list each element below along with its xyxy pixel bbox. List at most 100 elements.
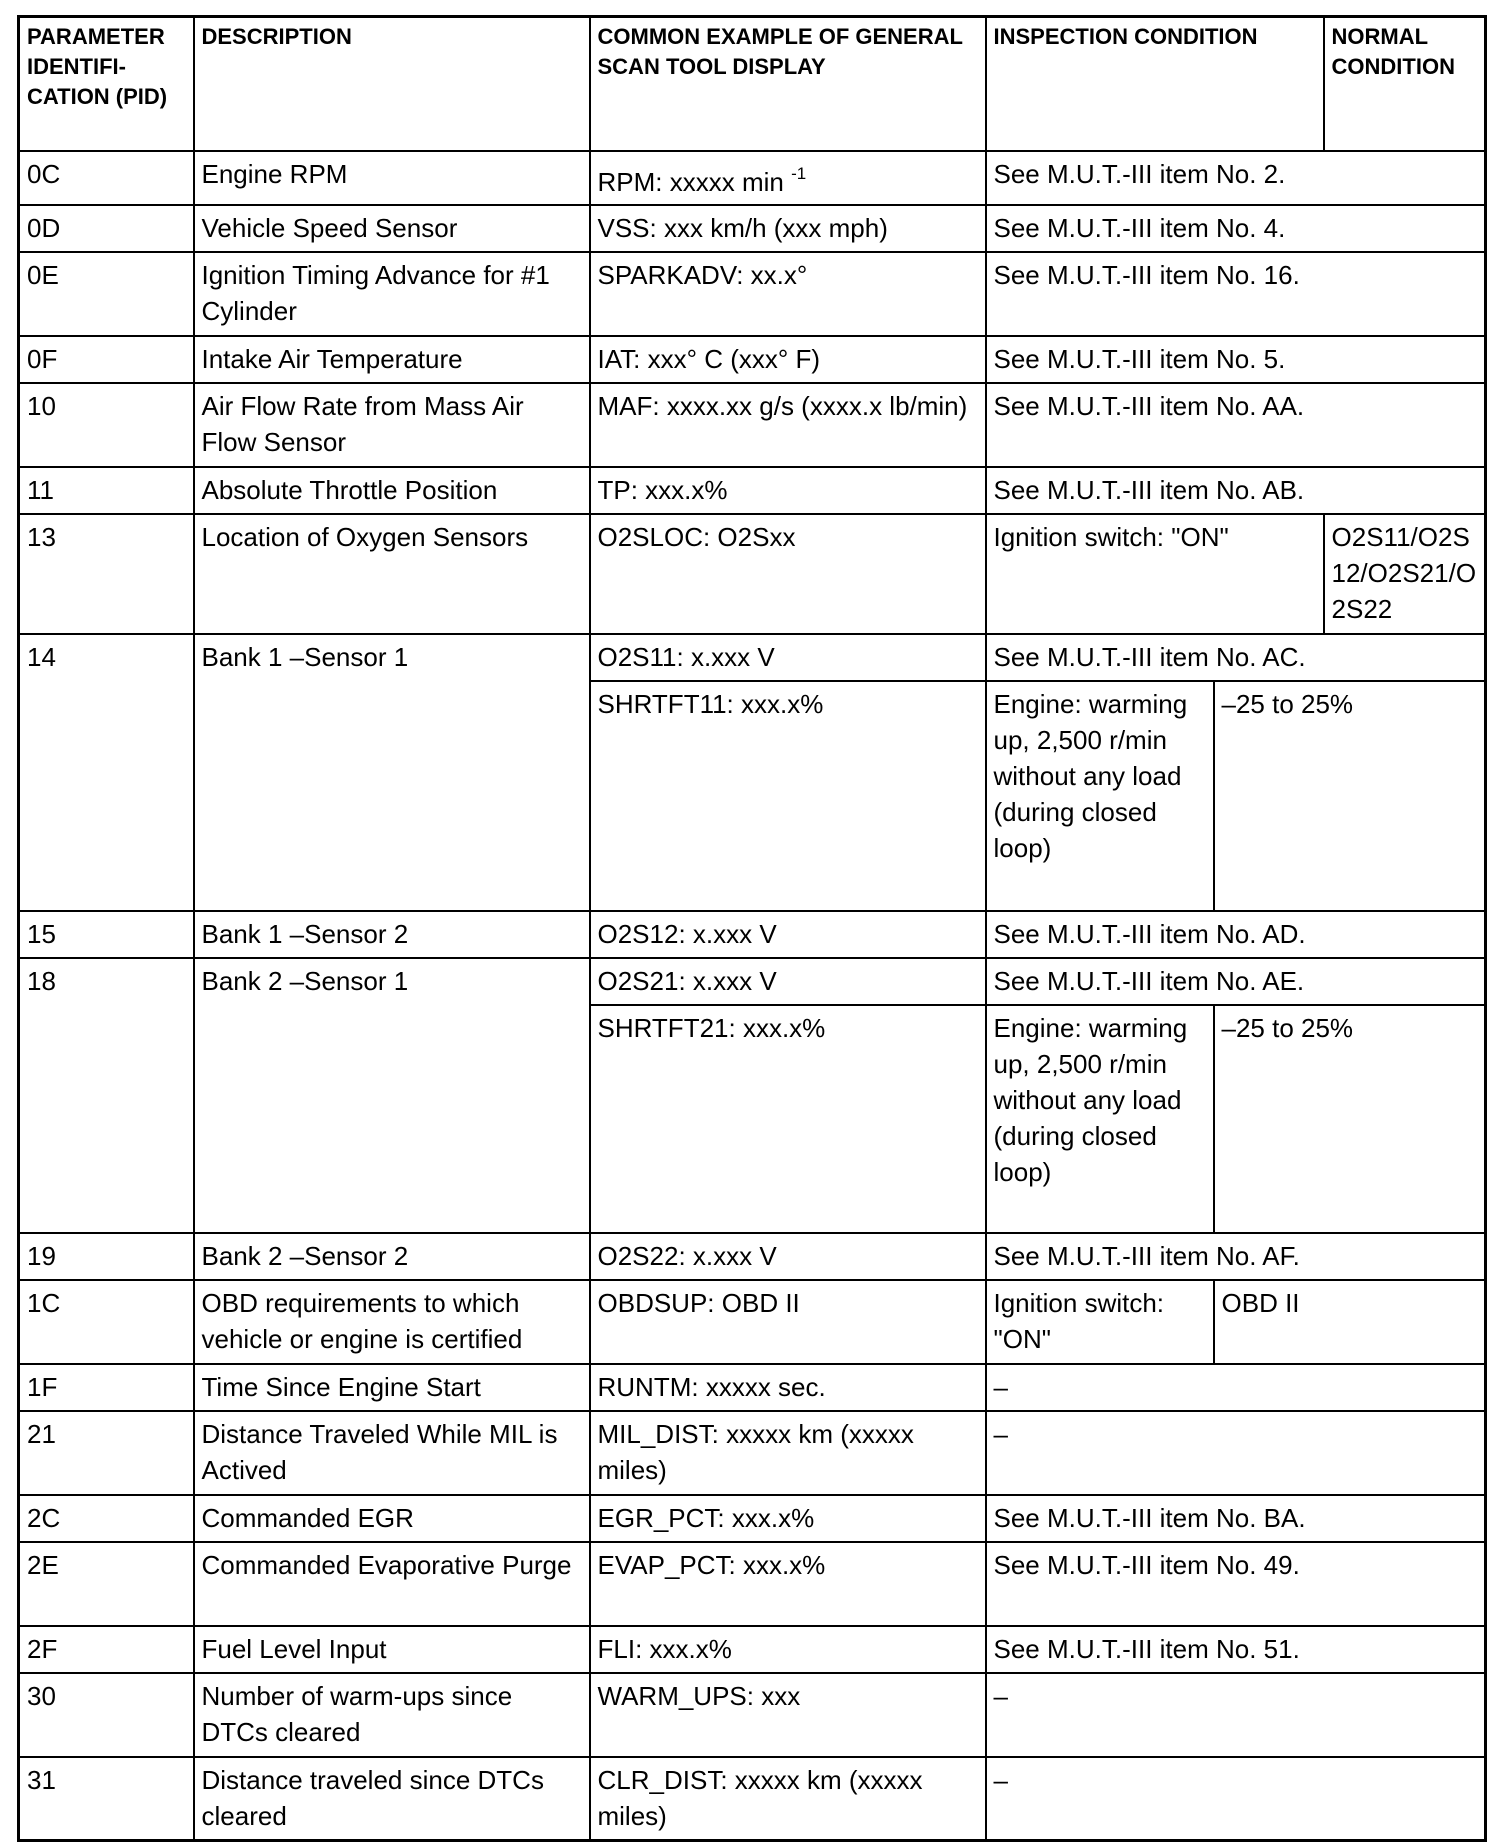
pid-cell: 18 <box>17 956 195 1234</box>
header-normal: NORMAL CONDITION <box>1322 15 1487 152</box>
inspection-cell: See M.U.T.-III item No. 5. <box>984 334 1487 384</box>
display-cell: RPM: xxxxx min -1 <box>588 149 987 206</box>
display-text: MAF: xxxx.xx g/s (xxxx.x lb/min) <box>597 390 968 421</box>
display-text: O2S22: x.xxx V <box>597 1240 777 1271</box>
table-row: 0D Vehicle Speed Sensor VSS: xxx km/h (xxx… <box>17 203 1487 253</box>
display-cell: MIL_DIST: xxxxx km (xxxxx miles) <box>588 1409 987 1496</box>
display-cell: RUNTM: xxxxx sec. <box>588 1362 987 1412</box>
table-row: 19 Bank 2 –Sensor 2 O2S22: x.xxx V See M.U.… <box>17 1231 1487 1281</box>
display-text: EVAP_PCT: xxx.x% <box>597 1549 826 1580</box>
description-cell: Intake Air Temperature <box>192 334 591 384</box>
table-row: 0E Ignition Timing Advance for #1 Cylinde… <box>17 250 1487 337</box>
inspection-cell: – <box>984 1671 1487 1758</box>
display-cell: OBDSUP: OBD II <box>588 1278 987 1365</box>
inspection-cell: See M.U.T.-III item No. 4. <box>984 203 1487 253</box>
display-cell: TP: xxx.x% <box>588 465 987 515</box>
description-cell: Absolute Throttle Position <box>192 465 591 515</box>
display-text: RPM: xxxxx min <box>597 166 792 197</box>
description-cell: Fuel Level Input <box>192 1624 591 1674</box>
description-cell: Bank 1 –Sensor 1 <box>192 632 591 912</box>
table-row: SHRTFT11: xxx.x% Engine: warming up, 2,50… <box>19 679 1487 912</box>
description-cell: Number of warm-ups since DTCs cleared <box>192 1671 591 1758</box>
description-cell: Distance traveled since DTCs cleared <box>192 1755 591 1842</box>
inspection-cell: See M.U.T.-III item No. BA. <box>984 1493 1487 1543</box>
table-row: 13 Location of Oxygen Sensors O2SLOC: O2Sx… <box>17 512 1487 635</box>
table-row: 0F Intake Air Temperature IAT: xxx° C (xxx… <box>17 334 1487 384</box>
header-display: COMMON EXAMPLE OF GENERAL SCAN TOOL DISP… <box>588 15 987 152</box>
table-row: 2E Commanded Evaporative Purge EVAP_PCT: x… <box>17 1540 1487 1627</box>
header-row: PARAMETER IDENTIFI-CATION (PID) DESCRIPT… <box>17 15 1487 152</box>
display-text: OBDSUP: OBD II <box>597 1287 800 1318</box>
description-cell: Distance Traveled While MIL is Actived <box>192 1409 591 1496</box>
table-row: 31 Distance traveled since DTCs cleared CL… <box>17 1755 1487 1842</box>
pid-cell: 0E <box>17 250 195 337</box>
inspection-cell: See M.U.T.-III item No. AA. <box>984 381 1487 468</box>
pid-cell: 15 <box>17 909 195 959</box>
table-row: SHRTFT21: xxx.x% Engine: warming up, 2,50… <box>19 1003 1487 1234</box>
inspection-cell: See M.U.T.-III item No. 51. <box>984 1624 1487 1674</box>
pid-cell: 0D <box>17 203 195 253</box>
header-inspection: INSPECTION CONDITION <box>984 15 1325 152</box>
pid-cell: 2F <box>17 1624 195 1674</box>
display-cell: FLI: xxx.x% <box>588 1624 987 1674</box>
pid-cell: 13 <box>17 512 195 635</box>
table-row: 15 Bank 1 –Sensor 2 O2S12: x.xxx V See M.U.… <box>17 909 1487 959</box>
pid-cell: 2C <box>17 1493 195 1543</box>
table-row: 2F Fuel Level Input FLI: xxx.x% See M.U.T.-… <box>17 1624 1487 1674</box>
description-cell: Vehicle Speed Sensor <box>192 203 591 253</box>
pid-cell: 0F <box>17 334 195 384</box>
display-text: O2SLOC: O2Sxx <box>597 521 796 552</box>
inspection-cell: See M.U.T.-III item No. 2. <box>984 149 1487 206</box>
table-row: 10 Air Flow Rate from Mass Air Flow Senso… <box>17 381 1487 468</box>
inspection-cell: See M.U.T.-III item No. AD. <box>984 909 1487 959</box>
display-text: O2S11: x.xxx V <box>597 641 775 672</box>
description-cell: Air Flow Rate from Mass Air Flow Sensor <box>192 381 591 468</box>
display-text: O2S12: x.xxx V <box>597 918 777 949</box>
display-text: EGR_PCT: xxx.x% <box>597 1502 815 1533</box>
inspection-cell: – <box>984 1409 1487 1496</box>
display-text: WARM_UPS: xxx <box>597 1680 801 1711</box>
pid-cell: 14 <box>17 632 195 912</box>
display-cell: SHRTFT11: xxx.x% <box>588 679 987 912</box>
display-superscript: -1 <box>791 163 807 183</box>
inspection-cell: See M.U.T.-III item No. AE. <box>984 956 1487 1006</box>
pid-cell: 30 <box>17 1671 195 1758</box>
display-text: TP: xxx.x% <box>597 474 728 505</box>
description-cell: Bank 1 –Sensor 2 <box>192 909 591 959</box>
table-row: 21 Distance Traveled While MIL is Actived… <box>17 1409 1487 1496</box>
description-cell: Ignition Timing Advance for #1 Cylinder <box>192 250 591 337</box>
description-cell: Bank 2 –Sensor 2 <box>192 1231 591 1281</box>
display-cell: EVAP_PCT: xxx.x% <box>588 1540 987 1627</box>
display-cell: CLR_DIST: xxxxx km (xxxxx miles) <box>588 1755 987 1842</box>
display-text: MIL_DIST: xxxxx km (xxxxx miles) <box>597 1418 914 1485</box>
display-cell: SHRTFT21: xxx.x% <box>588 1003 987 1234</box>
table-row: 1C OBD requirements to which vehicle or e… <box>17 1278 1487 1365</box>
display-text: SHRTFT11: xxx.x% <box>597 688 824 719</box>
display-cell: O2S22: x.xxx V <box>588 1231 987 1281</box>
table-row: 30 Number of warm-ups since DTCs cleared W… <box>17 1671 1487 1758</box>
header-description: DESCRIPTION <box>192 15 591 152</box>
description-cell: Engine RPM <box>192 149 591 206</box>
inspection-cell: See M.U.T.-III item No. AB. <box>984 465 1487 515</box>
display-text: SHRTFT21: xxx.x% <box>597 1012 826 1043</box>
pid-table: PARAMETER IDENTIFI-CATION (PID) DESCRIPT… <box>17 15 1488 1842</box>
table-row: 14 Bank 1 –Sensor 1 O2S11: x.xxx V See M.U.… <box>17 632 1487 912</box>
inspection-cell: Ignition switch: "ON" <box>984 512 1325 635</box>
display-cell: O2S21: x.xxx V <box>588 956 987 1006</box>
description-cell: OBD requirements to which vehicle or eng… <box>192 1278 591 1365</box>
inspection-cell: See M.U.T.-III item No. AC. <box>984 632 1487 682</box>
display-text: RUNTM: xxxxx sec. <box>597 1371 826 1402</box>
display-text: SPARKADV: xx.x° <box>597 259 808 290</box>
display-text: O2S21: x.xxx V <box>597 965 777 996</box>
display-cell: IAT: xxx° C (xxx° F) <box>588 334 987 384</box>
display-cell: O2S11: x.xxx V <box>588 632 987 682</box>
display-cell: EGR_PCT: xxx.x% <box>588 1493 987 1543</box>
inspection-cell: See M.U.T.-III item No. AF. <box>984 1231 1487 1281</box>
pid-cell: 31 <box>17 1755 195 1842</box>
normal-cell: OBD II <box>1212 1278 1487 1365</box>
normal-cell: –25 to 25% <box>1212 679 1487 912</box>
inspection-cell: – <box>984 1362 1487 1412</box>
table-row: 1F Time Since Engine Start RUNTM: xxxxx se… <box>17 1362 1487 1412</box>
inspection-cell: – <box>984 1755 1487 1842</box>
inspection-cell: See M.U.T.-III item No. 16. <box>984 250 1487 337</box>
